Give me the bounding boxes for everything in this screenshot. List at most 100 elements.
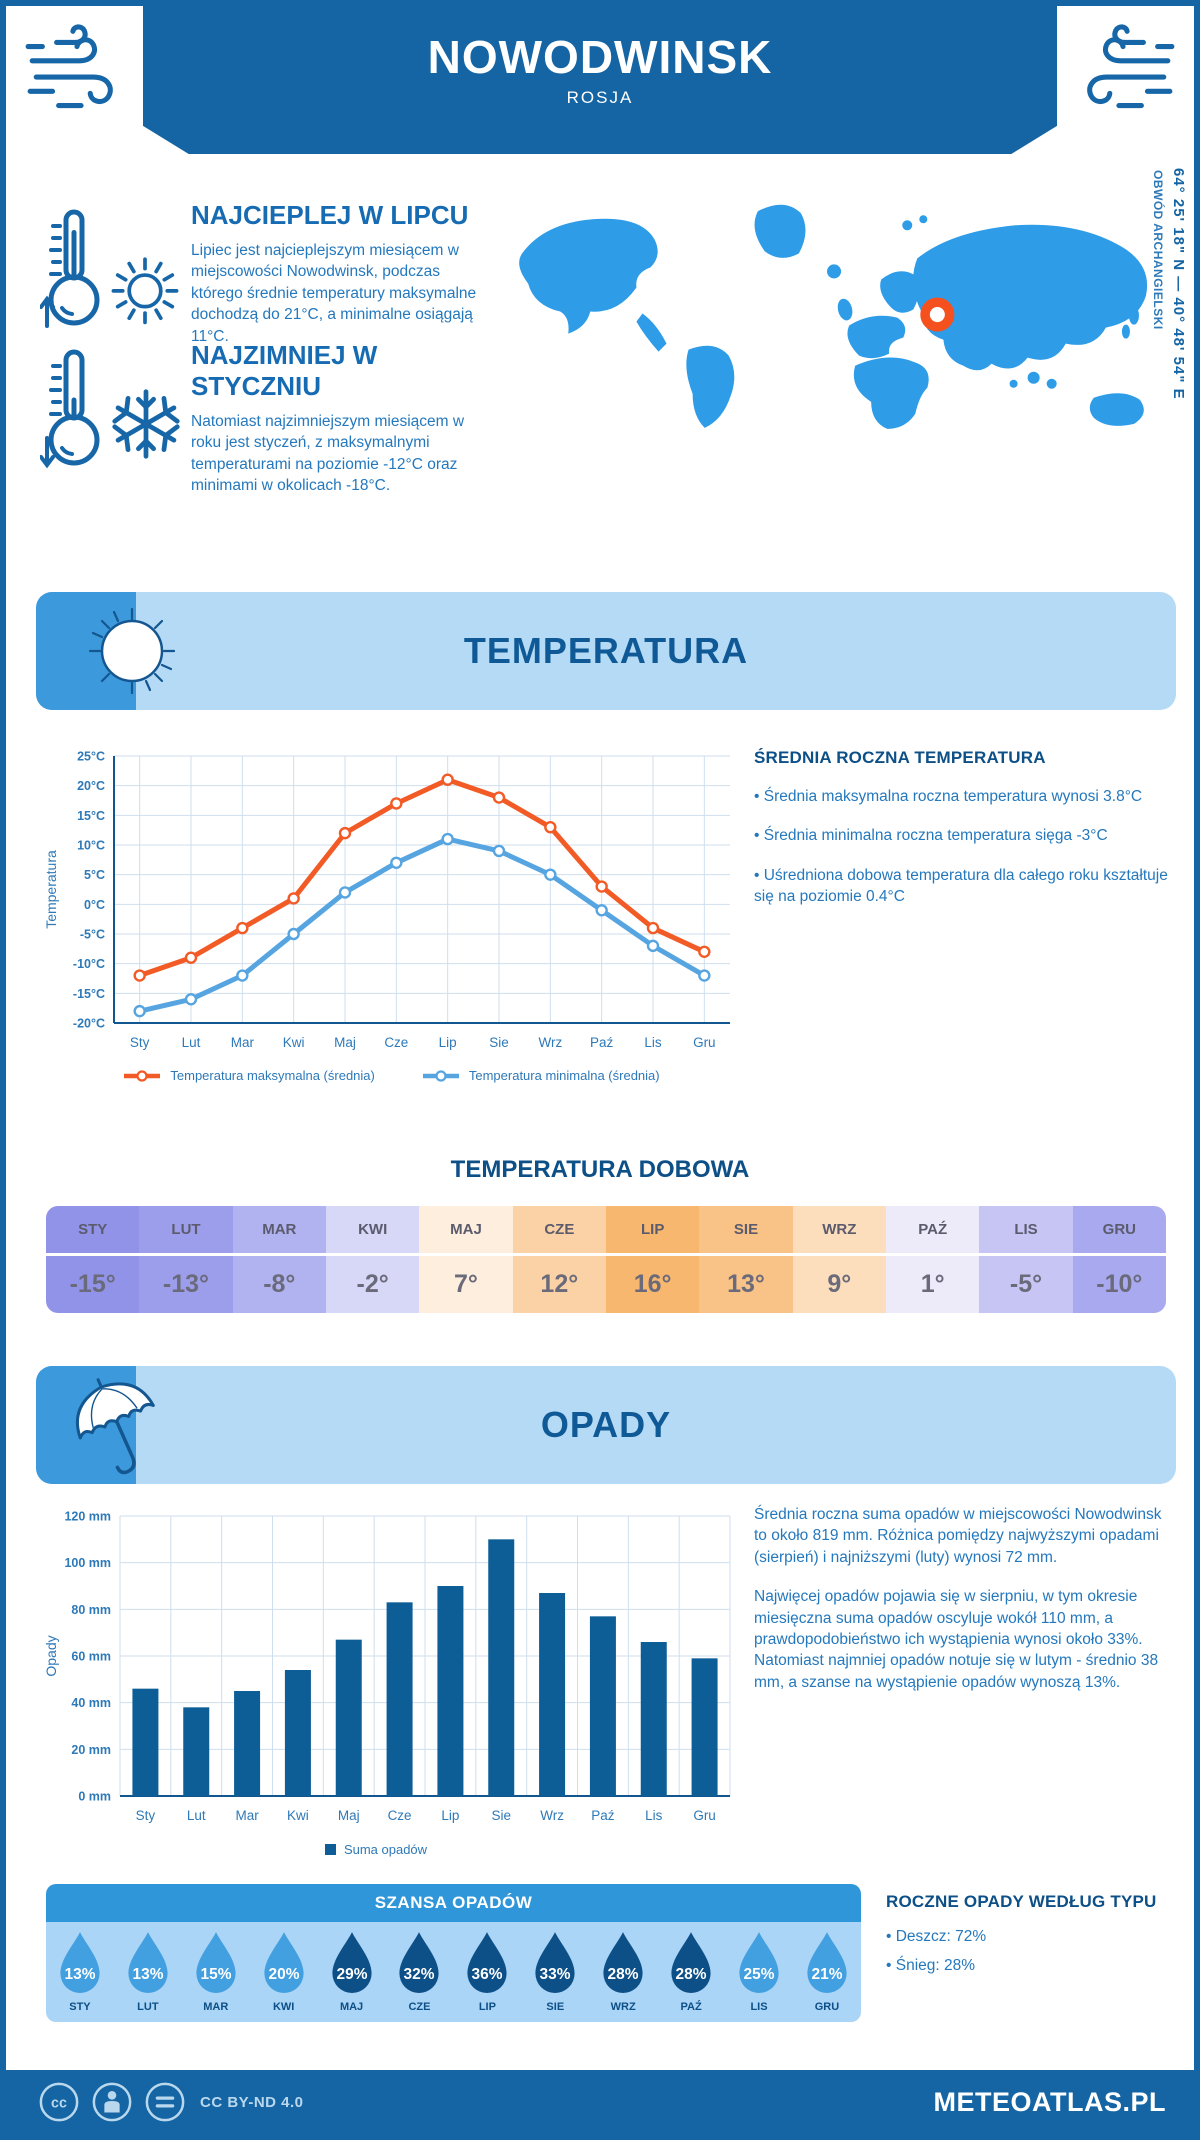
precipitation-type-rain: • Deszcz: 72% — [886, 1928, 987, 1945]
svg-text:Lut: Lut — [187, 1808, 206, 1823]
svg-text:Maj: Maj — [334, 1035, 356, 1050]
svg-text:Kwi: Kwi — [283, 1035, 305, 1050]
cc-icon: cc — [39, 2082, 79, 2122]
chance-month-label: PAŹ — [680, 2001, 702, 2013]
chance-month-label: CZE — [408, 2001, 431, 2013]
daily-value-cell: 9° — [792, 1256, 886, 1313]
svg-text:-15°C: -15°C — [73, 987, 105, 1001]
water-drop-icon: 33% — [535, 1932, 575, 1993]
chance-drop: 33% SIE — [524, 1929, 586, 2013]
daily-month-cell: LUT — [139, 1206, 233, 1253]
water-drop-icon: 36% — [467, 1932, 507, 1993]
precipitation-section-title: OPADY — [540, 1404, 672, 1445]
precipitation-type-snow: • Śnieg: 28% — [886, 1957, 976, 1975]
svg-text:-20°C: -20°C — [73, 1017, 105, 1031]
snowflake-icon — [112, 389, 180, 459]
svg-text:25°C: 25°C — [77, 750, 105, 764]
daily-month-cell: WRZ — [792, 1206, 886, 1253]
water-drop-icon: 25% — [739, 1932, 779, 1993]
svg-text:Lut: Lut — [182, 1035, 201, 1050]
warm-section: NAJCIEPLEJ W LIPCU Lipiec jest najcieple… — [191, 200, 487, 347]
daily-temperature-table: STY LUT MAR KWI MAJ CZE LIP SIE WRZ PAŹ LIS GRU -15°… — [46, 1206, 1166, 1313]
attribution-person-icon — [92, 2082, 132, 2122]
chance-month-label: GRU — [814, 2001, 840, 2013]
daily-value-cell: 1° — [886, 1256, 980, 1313]
daily-month-cell: MAJ — [419, 1206, 513, 1253]
warm-icon-group — [39, 202, 190, 352]
temperature-legend: Temperatura maksymalna (średnia) Tempera… — [66, 1068, 716, 1083]
svg-text:Wrz: Wrz — [540, 1808, 564, 1823]
precipitation-legend: Suma opadów — [126, 1842, 626, 1857]
svg-text:Lis: Lis — [645, 1808, 663, 1823]
cold-icon-group — [39, 342, 190, 492]
temperature-bullet-1: • Średnia maksymalna roczna temperatura … — [754, 788, 1143, 805]
chance-month-label: LIS — [750, 2001, 768, 2013]
chance-month-label: MAJ — [339, 2001, 364, 2013]
warm-text: Lipiec jest najcieplejszym miesiącem w m… — [191, 242, 477, 345]
cold-text: Natomiast najzimniejszym miesiącem w rok… — [191, 413, 465, 495]
svg-text:15°C: 15°C — [77, 809, 105, 823]
svg-text:0°C: 0°C — [84, 898, 105, 912]
wind-icon — [25, 24, 113, 109]
daily-temperature-title: TEMPERATURA DOBOWA — [450, 1156, 750, 1183]
water-drop-icon: 29% — [331, 1932, 372, 1993]
svg-text:Sie: Sie — [491, 1808, 511, 1823]
chance-drop: 21% GRU — [796, 1929, 858, 2013]
temperature-summary-title: ŚREDNIA ROCZNA TEMPERATURA — [754, 748, 1046, 767]
water-drop-icon: 32% — [399, 1932, 440, 1993]
chance-month-label: LIP — [478, 2001, 496, 2013]
title-banner: NOWODWINSK ROSJA — [143, 6, 1057, 154]
world-map — [492, 162, 1154, 430]
svg-text:21%: 21% — [811, 1966, 842, 1983]
water-drop-icon: 21% — [807, 1932, 847, 1993]
daily-value-cell: -8° — [232, 1256, 326, 1313]
license-label: CC BY-ND 4.0 — [200, 2093, 304, 2111]
svg-text:Paź: Paź — [591, 1808, 615, 1823]
precipitation-banner: OPADY — [36, 1366, 1176, 1484]
chance-drop: 15% MAR — [185, 1929, 247, 2013]
svg-text:28%: 28% — [608, 1966, 639, 1983]
chance-month-label: LUT — [137, 2001, 159, 2013]
svg-text:36%: 36% — [472, 1966, 503, 1983]
precipitation-paragraph-1: Średnia roczna suma opadów w miejscowośc… — [754, 1506, 1162, 1566]
map-north-america — [519, 218, 658, 334]
svg-text:Mar: Mar — [235, 1808, 259, 1823]
daily-value-cell: -5° — [979, 1256, 1073, 1313]
precipitation-summary: Średnia roczna suma opadów w miejscowośc… — [754, 1504, 1178, 1693]
svg-text:Gru: Gru — [693, 1035, 716, 1050]
svg-text:60 mm: 60 mm — [71, 1650, 111, 1664]
svg-text:Sie: Sie — [489, 1035, 509, 1050]
svg-text:Gru: Gru — [693, 1808, 716, 1823]
svg-text:20%: 20% — [268, 1966, 299, 1983]
coordinates-text: 64° 25' 18" N — 40° 48' 54" E — [1170, 168, 1187, 400]
temperature-bullet-2: • Średnia minimalna roczna temperatura s… — [754, 827, 1108, 845]
chance-month-label: WRZ — [610, 2001, 636, 2013]
map-greenland — [754, 204, 806, 258]
temperature-bullet-3: • Uśredniona dobowa temperatura dla całe… — [754, 866, 1168, 906]
water-drop-icon: 28% — [603, 1932, 643, 1993]
daily-value-cell: -13° — [139, 1256, 233, 1313]
map-africa — [853, 357, 929, 429]
legend-max-label: Temperatura maksymalna (średnia) — [170, 1068, 375, 1083]
legend-item-max: Temperatura maksymalna (średnia) — [122, 1068, 375, 1083]
svg-text:Temperatura: Temperatura — [43, 850, 59, 929]
legend-item-min: Temperatura minimalna (średnia) — [421, 1068, 660, 1083]
svg-text:32%: 32% — [404, 1966, 435, 1983]
thermometer-low-icon — [39, 349, 100, 469]
svg-text:-10°C: -10°C — [73, 957, 105, 971]
svg-text:Maj: Maj — [338, 1808, 360, 1823]
svg-text:33%: 33% — [540, 1966, 571, 1983]
umbrella-icon — [75, 1378, 155, 1475]
temperature-banner: TEMPERATURA — [36, 592, 1176, 710]
svg-text:Paź: Paź — [590, 1035, 614, 1050]
svg-text:0 mm: 0 mm — [78, 1790, 111, 1804]
precipitation-type: ROCZNE OPADY WEDŁUG TYPU • Deszcz: 72% •… — [886, 1892, 1178, 1977]
temperature-section-title: TEMPERATURA — [463, 630, 749, 671]
legend-max-sample — [124, 1069, 161, 1082]
water-drop-icon: 13% — [128, 1932, 168, 1993]
water-drop-icon: 15% — [196, 1932, 236, 1993]
temperature-summary: ŚREDNIA ROCZNA TEMPERATURA • Średnia mak… — [754, 748, 1178, 908]
svg-text:5°C: 5°C — [84, 868, 105, 882]
daily-value-cell: 7° — [419, 1256, 513, 1313]
chance-drop: 32% CZE — [388, 1929, 450, 2013]
